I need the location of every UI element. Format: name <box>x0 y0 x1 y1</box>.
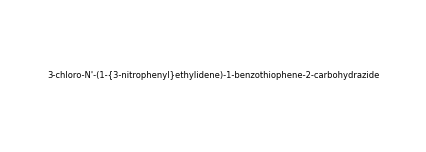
Text: 3-chloro-N'-(1-{3-nitrophenyl}ethylidene)-1-benzothiophene-2-carbohydrazide: 3-chloro-N'-(1-{3-nitrophenyl}ethylidene… <box>47 71 379 81</box>
